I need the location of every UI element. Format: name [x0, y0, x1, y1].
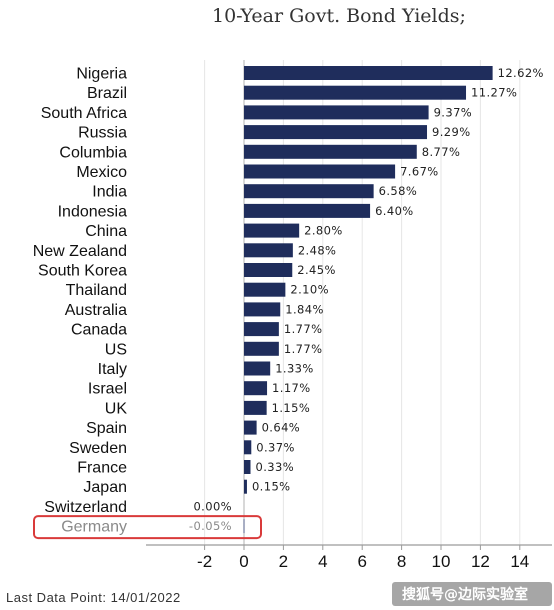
bar-mexico: [244, 164, 396, 179]
x-tick-label-10: 10: [432, 552, 451, 571]
value-label-france: 0.33%: [256, 460, 295, 474]
category-label-thailand: Thailand: [66, 282, 127, 299]
value-label-new-zealand: 2.48%: [298, 243, 337, 257]
bar-sweden: [244, 440, 252, 455]
value-label-us: 1.77%: [284, 342, 323, 356]
bar-israel: [244, 381, 268, 396]
category-label-israel: Israel: [88, 381, 127, 398]
bar-new-zealand: [244, 243, 293, 258]
bar-us: [244, 341, 279, 356]
value-label-south-africa: 9.37%: [434, 105, 473, 119]
x-tick-label-4: 4: [318, 552, 327, 571]
x-axis: -2 0 2 4 6 8 10 12 14: [146, 544, 552, 571]
category-label-columbia: Columbia: [59, 144, 127, 161]
bar-china: [244, 223, 300, 238]
category-label-germany: Germany: [61, 519, 127, 536]
category-label-sweden: Sweden: [69, 440, 127, 457]
x-tick-label-6: 6: [357, 552, 366, 571]
bars-layer: [243, 66, 493, 534]
value-label-south-korea: 2.45%: [297, 263, 336, 277]
category-label-india: India: [92, 184, 127, 201]
bar-brazil: [244, 85, 467, 100]
bar-india: [244, 184, 374, 199]
category-label-russia: Russia: [78, 125, 127, 142]
bar-spain: [244, 420, 257, 435]
category-label-nigeria: Nigeria: [76, 66, 127, 83]
bar-france: [244, 460, 251, 474]
bar-canada: [244, 322, 279, 337]
category-label-china: China: [85, 223, 127, 240]
chart-title: 10-Year Govt. Bond Yields;: [212, 5, 466, 27]
value-label-china: 2.80%: [304, 224, 343, 238]
bar-south-korea: [244, 263, 293, 277]
x-tick-label--2: -2: [197, 552, 212, 571]
bar-nigeria: [244, 66, 493, 80]
category-label-canada: Canada: [71, 322, 127, 339]
bar-thailand: [244, 282, 286, 297]
category-label-spain: Spain: [86, 420, 127, 437]
watermark-backdrop: [392, 582, 552, 606]
value-label-canada: 1.77%: [284, 322, 323, 336]
bar-indonesia: [244, 203, 371, 218]
value-label-india: 6.58%: [379, 184, 418, 198]
value-label-switzerland: 0.00%: [193, 499, 232, 513]
value-label-uk: 1.15%: [272, 401, 311, 415]
x-tick-label-0: 0: [239, 552, 248, 571]
value-label-nigeria: 12.62%: [498, 66, 544, 80]
value-label-australia: 1.84%: [285, 302, 324, 316]
bar-australia: [244, 302, 281, 317]
bar-south-africa: [244, 105, 429, 120]
x-tick-label-12: 12: [471, 552, 490, 571]
x-tick-label-8: 8: [397, 552, 406, 571]
bar-germany: [243, 519, 246, 534]
category-label-italy: Italy: [98, 361, 127, 378]
category-label-mexico: Mexico: [76, 164, 127, 181]
value-label-brazil: 11.27%: [471, 86, 517, 100]
bar-columbia: [244, 144, 417, 159]
bar-uk: [244, 400, 267, 415]
x-tick-label-14: 14: [510, 552, 529, 571]
x-tick-label-2: 2: [279, 552, 288, 571]
bar-japan: [244, 479, 247, 494]
footnote: Last Data Point: 14/01/2022: [6, 590, 181, 605]
bar-italy: [244, 361, 271, 376]
category-label-brazil: Brazil: [87, 85, 127, 102]
watermark: 搜狐号@边际实验室: [392, 582, 552, 606]
value-label-germany: -0.05%: [189, 519, 232, 533]
value-label-japan: 0.15%: [252, 480, 291, 494]
value-label-indonesia: 6.40%: [375, 204, 414, 218]
value-label-spain: 0.64%: [262, 421, 301, 435]
category-label-new-zealand: New Zealand: [33, 243, 127, 260]
value-label-mexico: 7.67%: [400, 165, 439, 179]
category-label-south-africa: South Africa: [41, 105, 127, 122]
category-label-switzerland: Switzerland: [44, 499, 127, 516]
value-label-sweden: 0.37%: [256, 440, 295, 454]
labels-layer: Nigeria 12.62% Brazil 11.27% South Africa 9.3…: [33, 66, 544, 540]
value-label-columbia: 8.77%: [422, 145, 461, 159]
category-label-australia: Australia: [65, 302, 127, 319]
bar-russia: [244, 125, 428, 140]
value-label-russia: 9.29%: [432, 125, 471, 139]
category-label-france: France: [77, 460, 127, 477]
category-label-japan: Japan: [83, 479, 127, 496]
value-label-italy: 1.33%: [275, 362, 314, 376]
category-label-indonesia: Indonesia: [58, 203, 127, 220]
highlight-box-germany: [33, 515, 262, 540]
category-label-uk: UK: [105, 400, 128, 417]
watermark-text: 搜狐号@边际实验室: [402, 586, 528, 603]
category-label-us: US: [105, 341, 127, 358]
value-label-israel: 1.17%: [272, 381, 311, 395]
category-label-south-korea: South Korea: [38, 263, 127, 280]
value-label-thailand: 2.10%: [290, 283, 329, 297]
